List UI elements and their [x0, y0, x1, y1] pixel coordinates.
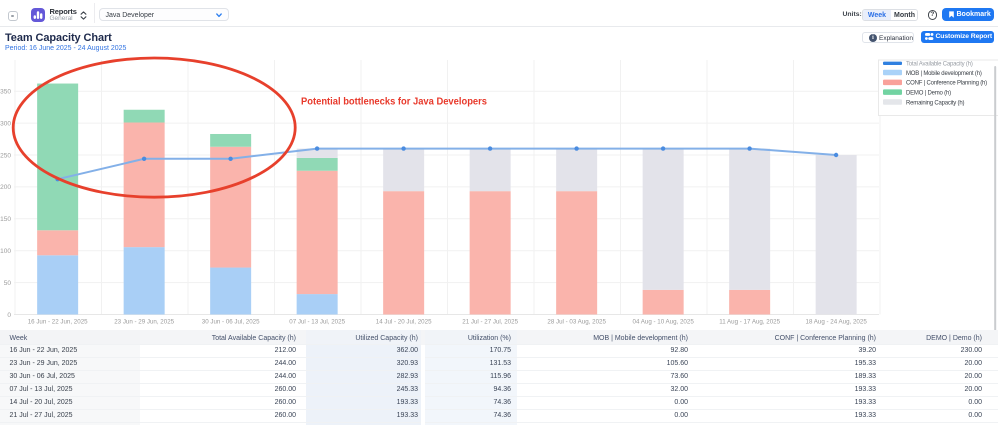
svg-text:21 Jul - 27 Jul, 2025: 21 Jul - 27 Jul, 2025 — [462, 319, 518, 326]
svg-text:23 Jun - 29 Jun, 2025: 23 Jun - 29 Jun, 2025 — [114, 319, 174, 326]
svg-text:DEMO | Demo (h): DEMO | Demo (h) — [906, 91, 951, 97]
svg-text:150: 150 — [0, 216, 11, 223]
svg-text:0: 0 — [7, 312, 11, 319]
svg-text:04 Aug - 10 Aug, 2025: 04 Aug - 10 Aug, 2025 — [633, 319, 695, 326]
svg-text:50: 50 — [4, 280, 12, 287]
svg-text:200: 200 — [0, 184, 11, 191]
svg-text:250: 250 — [0, 152, 11, 159]
svg-text:300: 300 — [0, 120, 11, 127]
svg-text:100: 100 — [0, 248, 11, 255]
svg-text:CONF | Conference Planning (h): CONF | Conference Planning (h) — [906, 81, 987, 87]
svg-text:Potential bottlenecks for Java: Potential bottlenecks for Java Developer… — [301, 96, 487, 108]
svg-text:350: 350 — [0, 89, 11, 96]
svg-text:Total Available Capacity (h): Total Available Capacity (h) — [906, 62, 973, 68]
svg-text:16 Jun - 22 Jun, 2025: 16 Jun - 22 Jun, 2025 — [28, 319, 88, 326]
svg-text:28 Jul - 03 Aug, 2025: 28 Jul - 03 Aug, 2025 — [547, 319, 606, 326]
svg-text:MOB | Mobile development (h): MOB | Mobile development (h) — [906, 71, 982, 77]
svg-text:Remaining Capacity (h): Remaining Capacity (h) — [906, 100, 964, 106]
svg-text:11 Aug - 17 Aug, 2025: 11 Aug - 17 Aug, 2025 — [719, 319, 780, 326]
svg-text:30 Jun - 06 Jul, 2025: 30 Jun - 06 Jul, 2025 — [202, 319, 260, 326]
svg-text:14 Jul - 20 Jul, 2025: 14 Jul - 20 Jul, 2025 — [376, 319, 432, 326]
svg-text:07 Jul - 13 Jul, 2025: 07 Jul - 13 Jul, 2025 — [289, 319, 345, 326]
svg-text:18 Aug - 24 Aug, 2025: 18 Aug - 24 Aug, 2025 — [806, 319, 868, 326]
